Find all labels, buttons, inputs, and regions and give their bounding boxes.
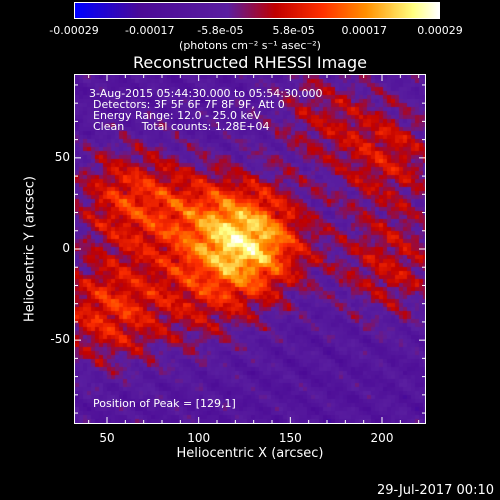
y-tick-label: 0 (62, 241, 70, 255)
x-tick-label: 150 (278, 431, 302, 445)
colorbar (74, 2, 440, 19)
detectors-annotation: Detectors: 3F 5F 6F 7F 8F 9F, Att 0 (93, 98, 285, 111)
y-axis-label: Heliocentric Y (arcsec) (22, 176, 38, 322)
colorbar-tick-label: -0.00017 (124, 24, 175, 37)
colorbar-units: (photons cm⁻² s⁻¹ asec⁻²) (179, 39, 321, 52)
x-tick-label: 50 (99, 431, 115, 445)
total-counts-annotation: Clean Total counts: 1.28E+04 (93, 120, 270, 133)
plot-timestamp: 29-Jul-2017 00:10 (376, 483, 494, 498)
colorbar-tick-label: -5.8e-05 (197, 24, 244, 37)
colorbar-tick-label: 0.00029 (417, 24, 463, 37)
energy-range-annotation: Energy Range: 12.0 - 25.0 keV (93, 109, 261, 122)
y-tick-label: -50 (50, 332, 70, 347)
y-tick-label: 50 (54, 149, 70, 164)
colorbar-tick-label: -0.00029 (49, 24, 99, 37)
x-tick-label: 200 (370, 431, 394, 445)
heatmap-image (75, 75, 425, 423)
x-axis-label: Heliocentric X (arcsec) (176, 446, 324, 461)
time-range-annotation: 3-Aug-2015 05:44:30.000 to 05:54:30.000 (89, 87, 323, 100)
peak-position-annotation: Position of Peak = [129,1] (93, 397, 236, 410)
x-tick-label: 100 (187, 431, 211, 445)
chart-title: Reconstructed RHESSI Image (133, 53, 367, 72)
colorbar-tick-label: 0.00017 (341, 24, 388, 37)
colorbar-tick-label: 5.8e-05 (272, 24, 315, 37)
